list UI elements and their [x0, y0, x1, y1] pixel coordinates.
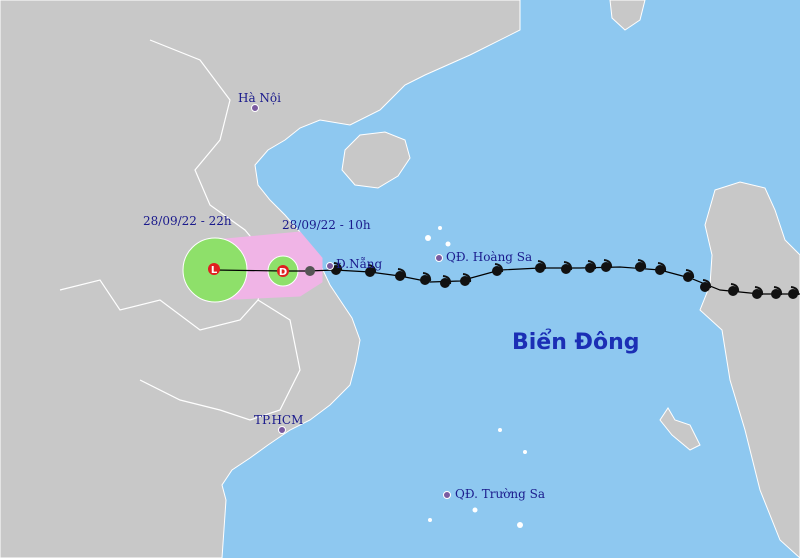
forecast-marker-l: [208, 263, 220, 275]
label-hoangsa: QĐ. Hoàng Sa: [446, 250, 533, 264]
forecast-time-22h: 28/09/22 - 22h: [143, 214, 232, 228]
storm-symbol-icon: [700, 279, 712, 292]
city-dot-hcm: [278, 426, 286, 434]
storm-symbol-icon: [728, 283, 740, 296]
storm-symbol-icon: [535, 260, 547, 273]
storm-symbol-icon: [365, 264, 377, 277]
storm-symbol-icon: [420, 272, 432, 285]
forecast-time-10h: 28/09/22 - 10h: [282, 218, 371, 232]
storm-symbol-icon: [440, 275, 452, 288]
label-truongsa: QĐ. Trường Sa: [455, 487, 546, 501]
storm-symbol-icon: [601, 259, 613, 272]
storm-symbol-icon: [460, 273, 472, 286]
sea-label: Biển Đông: [512, 330, 640, 355]
palawan-island: [659, 407, 701, 451]
storm-symbols: [305, 259, 800, 299]
country-border: [139, 299, 301, 421]
storm-symbol-icon: [395, 268, 407, 281]
storm-symbol-icon: [492, 263, 504, 276]
forecast-marker-d-text: D: [279, 267, 287, 278]
paracel-islet: [445, 241, 451, 247]
storm-symbol-icon: [561, 261, 573, 274]
taiwan-land: [609, 0, 646, 31]
storm-symbol-icon: [305, 266, 315, 276]
spratly-islet: [517, 522, 523, 528]
storm-symbol-icon: [752, 286, 764, 299]
forecast-marker-l-text: L: [211, 265, 218, 276]
spratly-islet: [472, 507, 478, 513]
spratly-islet: [523, 450, 527, 454]
label-hanoi: Hà Nội: [238, 91, 281, 105]
storm-symbol-icon: [771, 286, 783, 299]
city-dot-truongsa: [443, 491, 451, 499]
city-dot-hoangsa: [435, 254, 443, 262]
city-dot-hanoi: [251, 104, 259, 112]
storm-symbol-icon: [683, 269, 695, 282]
storm-symbol-icon: [788, 286, 800, 299]
storm-symbol-icon: [635, 259, 647, 272]
label-hcm: TP.HCM: [254, 413, 304, 427]
paracel-islet: [425, 235, 431, 241]
spratly-islet: [428, 518, 432, 522]
spratly-islet: [498, 428, 502, 432]
paracel-islet: [438, 226, 442, 230]
label-danang: Đ.Nẵng: [336, 257, 383, 271]
forecast-marker-d: [277, 265, 289, 277]
hainan-island: [341, 131, 411, 189]
city-dot-danang: [326, 262, 334, 270]
philippines-land: [699, 181, 800, 558]
storm-symbol-icon: [585, 260, 597, 273]
storm-symbol-icon: [655, 262, 667, 275]
